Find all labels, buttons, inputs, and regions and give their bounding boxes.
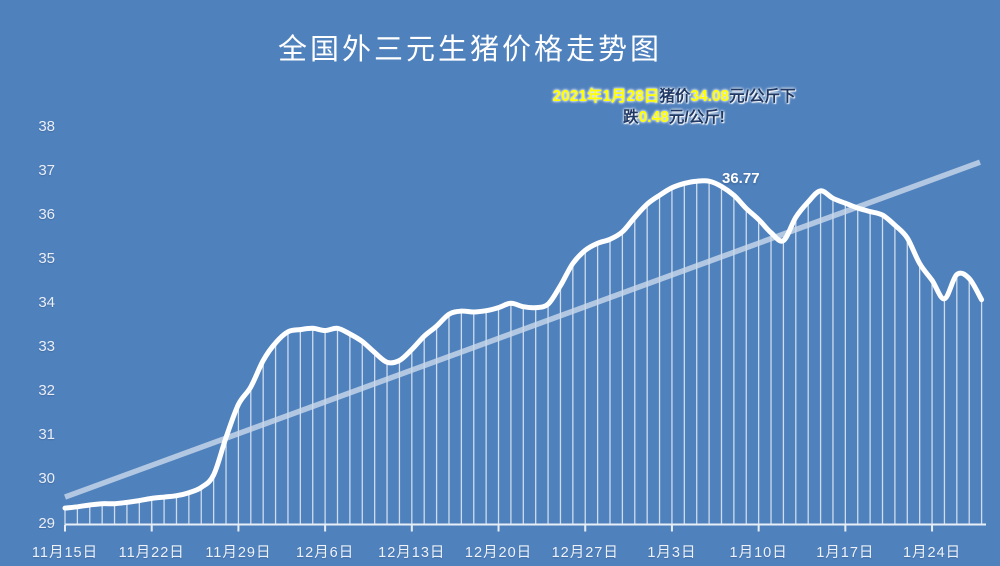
- annotation-unit2: 元/公斤!: [668, 109, 725, 126]
- y-axis-label: 35: [38, 250, 55, 268]
- annotation-text: 猪价: [659, 88, 691, 105]
- annotation-text2: 跌: [623, 109, 639, 126]
- x-axis-label: 1月24日: [902, 545, 962, 561]
- price-series-line: [62, 178, 985, 511]
- annotation-change: 0.48: [638, 109, 669, 126]
- trend-line: [64, 159, 981, 500]
- price-annotation-line2: 跌0.48元/公斤!: [474, 107, 874, 128]
- x-axis-label: 1月3日: [647, 545, 697, 561]
- x-axis-label: 11月15日: [31, 545, 99, 561]
- y-axis-label: 30: [38, 470, 55, 488]
- y-axis-label: 37: [38, 162, 55, 180]
- y-axis-label: 36: [38, 206, 55, 224]
- x-axis-label: 12月6日: [296, 545, 355, 561]
- peak-value-label: 36.77: [722, 170, 760, 187]
- x-axis-label: 12月13日: [378, 545, 446, 561]
- x-axis-label: 12月20日: [464, 545, 533, 561]
- annotation-price: 34.08: [690, 88, 730, 105]
- y-axis-label: 38: [38, 117, 55, 135]
- y-axis-label: 34: [38, 294, 55, 312]
- price-annotation: 2021年1月28日猪价34.08元/公斤下 跌0.48元/公斤!: [474, 86, 874, 128]
- x-axis-label: 1月17日: [816, 545, 875, 561]
- y-axis-label: 31: [38, 426, 55, 444]
- x-axis-label: 12月27日: [551, 545, 619, 561]
- price-annotation-line1: 2021年1月28日猪价34.08元/公斤下: [474, 86, 874, 107]
- annotation-date: 2021年1月28日: [552, 88, 660, 105]
- y-axis-label: 33: [38, 338, 55, 356]
- y-axis-label: 29: [38, 514, 55, 532]
- annotation-unit: 元/公斤下: [729, 88, 796, 105]
- x-axis-label: 11月29日: [205, 545, 272, 561]
- y-axis-label: 32: [38, 382, 55, 400]
- x-axis-label: 1月10日: [729, 545, 788, 561]
- x-axis-label: 11月22日: [118, 545, 185, 561]
- chart-title: 全国外三元生猪价格走势图: [277, 34, 662, 66]
